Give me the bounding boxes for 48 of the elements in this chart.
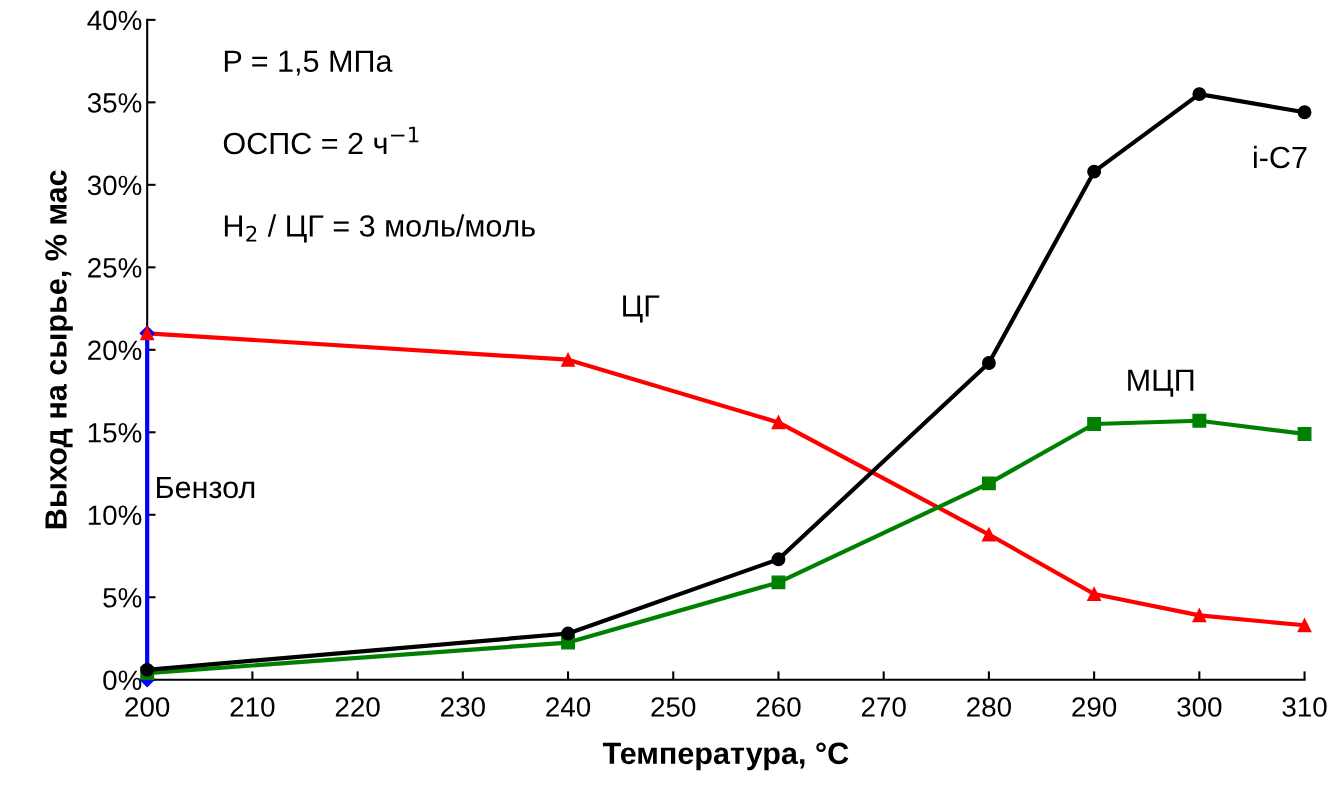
point [771, 552, 786, 567]
series-label: МЦП [1128, 369, 1194, 397]
annotation: ОСПС = 2 ч$^{−1}$ [223, 126, 419, 155]
x-tick-label: 240 [546, 697, 591, 717]
point [1297, 618, 1312, 633]
series-label: Бензол [157, 476, 255, 499]
x-axis-title: Температура, °С [602, 742, 849, 771]
point [1297, 105, 1312, 120]
point [981, 527, 996, 542]
y-tick-label: 15% [88, 423, 142, 443]
y-tick-label: 25% [88, 257, 142, 278]
x-tick-label: 220 [335, 697, 380, 717]
series-label: ЦГ [623, 295, 660, 323]
point [1087, 586, 1102, 601]
x-tick-label: 260 [756, 697, 801, 717]
x-tick-label: 310 [1282, 697, 1327, 717]
point [1192, 87, 1207, 102]
point [1192, 413, 1207, 428]
y-tick-label: 35% [87, 93, 142, 113]
x-tick-label: 250 [651, 697, 696, 717]
point [561, 626, 575, 641]
x-tick-label: 270 [861, 697, 906, 717]
point [1087, 417, 1102, 431]
annotation: H$_{2}$ / ЦГ = 3 моль/моль [224, 214, 535, 243]
point [1192, 608, 1207, 623]
x-tick-label: 230 [441, 697, 485, 717]
point [771, 415, 786, 430]
point [981, 356, 996, 370]
y-tick-label: 10% [88, 505, 142, 526]
x-tick-label: 280 [967, 697, 1011, 717]
y-tick-label: 30% [87, 175, 142, 196]
x-tick-label: 300 [1177, 697, 1222, 717]
point [140, 662, 155, 677]
point [1087, 164, 1102, 179]
point [1297, 426, 1312, 441]
y-tick-label: 0% [103, 670, 142, 691]
y-tick-label: 20% [88, 340, 142, 361]
x-tick-label: 290 [1072, 697, 1117, 717]
y-axis-title: Выход на сырье, % мас [45, 170, 73, 529]
y-tick-label: 5% [103, 588, 142, 608]
point [981, 476, 996, 491]
point [561, 352, 575, 367]
x-tick-label: 210 [230, 697, 275, 717]
x-tick-label: 200 [125, 697, 170, 717]
y-tick-label: 40% [87, 10, 142, 31]
annotation: P = 1,5 МПа [224, 50, 393, 76]
point [771, 575, 786, 590]
series-label: i-C7 [1253, 145, 1307, 169]
